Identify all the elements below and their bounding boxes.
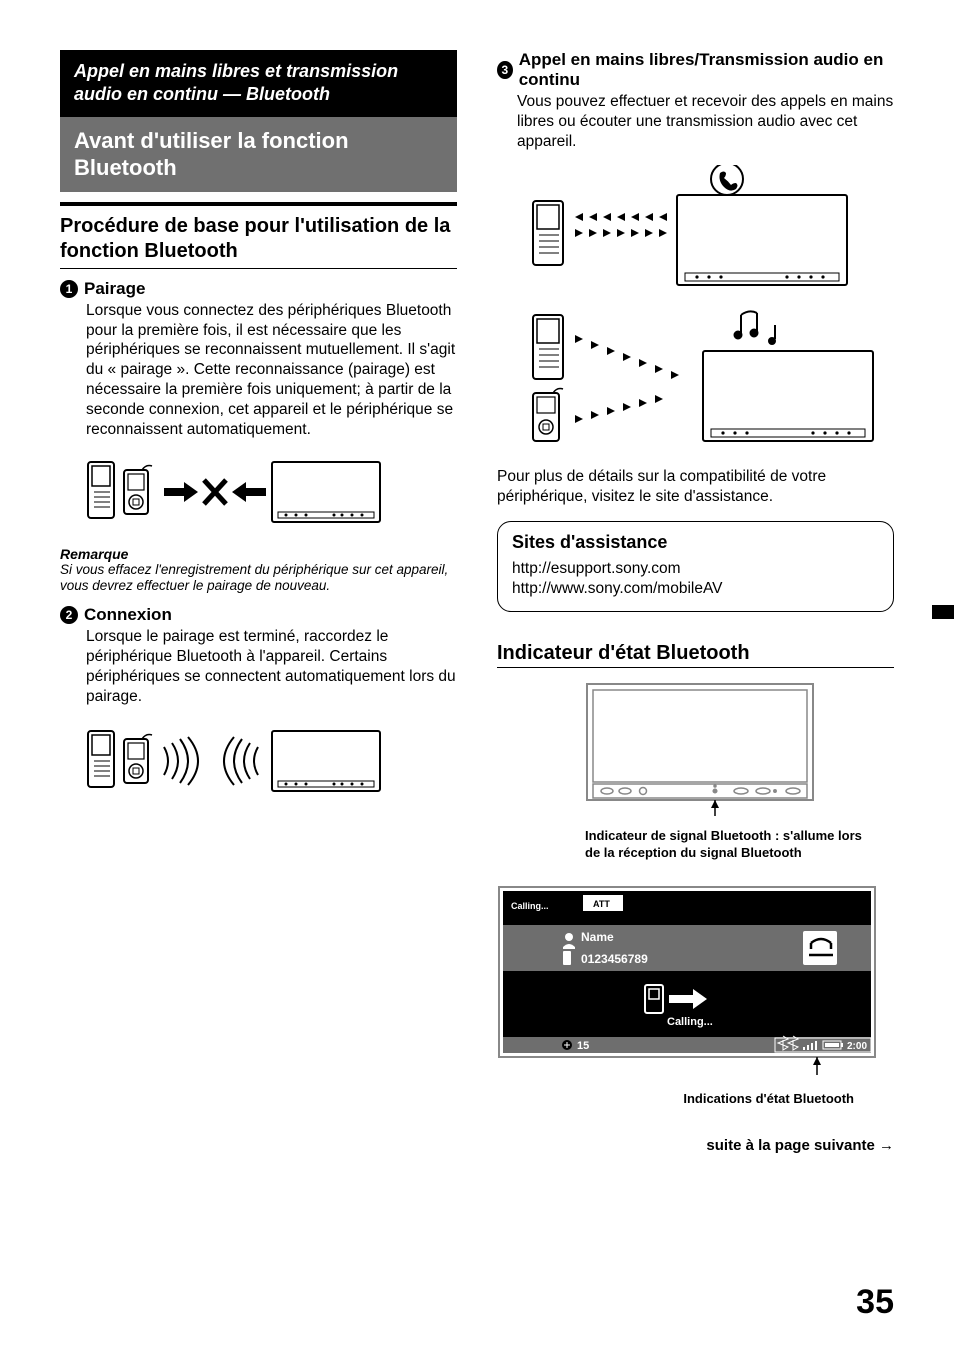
indicator-caption: Indicateur de signal Bluetooth : s'allum… — [585, 828, 865, 861]
step-3-number-icon: 3 — [497, 61, 513, 79]
section-banner-gray: Avant d'utiliser la fonction Bluetooth — [60, 117, 457, 192]
heading-procedure: Procédure de base pour l'utilisation de … — [60, 214, 457, 264]
call-time: 2:00 — [847, 1041, 867, 1052]
step-3-title: Appel en mains libres/Transmission audio… — [519, 50, 894, 90]
step-1-title: Pairage — [84, 279, 145, 299]
call-msg-count: 15 — [577, 1040, 589, 1052]
right-column: 3 Appel en mains libres/Transmission aud… — [497, 50, 894, 1154]
step-2-head: 2 Connexion — [60, 605, 457, 625]
step-2: 2 Connexion Lorsque le pairage est termi… — [60, 605, 457, 706]
support-url-2: http://www.sony.com/mobileAV — [512, 579, 879, 599]
step-1-number-icon: 1 — [60, 280, 78, 298]
support-box: Sites d'assistance http://esupport.sony.… — [497, 521, 894, 612]
page-columns: Appel en mains libres et transmission au… — [60, 50, 894, 1154]
step-3-body: Vous pouvez effectuer et recevoir des ap… — [517, 92, 894, 151]
diagram-pairing — [86, 452, 457, 532]
call-top-label: Calling... — [511, 901, 549, 911]
call-name-label: Name — [581, 930, 614, 944]
step-3-head: 3 Appel en mains libres/Transmission aud… — [497, 50, 894, 90]
diagram-handsfree-call — [527, 165, 894, 295]
call-number: 0123456789 — [581, 952, 648, 966]
step-1-head: 1 Pairage — [60, 279, 457, 299]
step-2-number-icon: 2 — [60, 606, 78, 624]
rule-thick — [60, 202, 457, 206]
rule-under-heading — [497, 667, 894, 668]
step-2-title: Connexion — [84, 605, 172, 625]
left-column: Appel en mains libres et transmission au… — [60, 50, 457, 1154]
status-caption: Indications d'état Bluetooth — [497, 1091, 894, 1107]
support-title: Sites d'assistance — [512, 532, 879, 553]
rule-thin — [60, 268, 457, 269]
step-1: 1 Pairage Lorsque vous connectez des pér… — [60, 279, 457, 440]
step-1-body: Lorsque vous connectez des périphériques… — [86, 301, 457, 440]
remark-body: Si vous effacez l'enregistrement du péri… — [60, 562, 457, 596]
continue-text: suite à la page suivante → — [497, 1137, 894, 1154]
diagram-audio-stream — [527, 305, 894, 455]
edge-tab — [932, 605, 954, 619]
step-2-body: Lorsque le pairage est terminé, raccorde… — [86, 627, 457, 706]
support-url-1: http://esupport.sony.com — [512, 559, 879, 579]
page-number: 35 — [856, 1283, 894, 1322]
remark-title: Remarque — [60, 546, 457, 562]
step-3: 3 Appel en mains libres/Transmission aud… — [497, 50, 894, 151]
diagram-call-screen: Calling... ATT Name 0123456789 — [497, 885, 894, 1085]
diagram-connection — [86, 719, 457, 801]
compatibility-text: Pour plus de détails sur la compatibilit… — [497, 467, 894, 507]
diagram-indicator-screen — [585, 682, 894, 822]
call-att-label: ATT — [593, 899, 610, 909]
section-banner-black: Appel en mains libres et transmission au… — [60, 50, 457, 117]
indicator-heading: Indicateur d'état Bluetooth — [497, 642, 894, 665]
call-mid-label: Calling... — [667, 1016, 713, 1028]
